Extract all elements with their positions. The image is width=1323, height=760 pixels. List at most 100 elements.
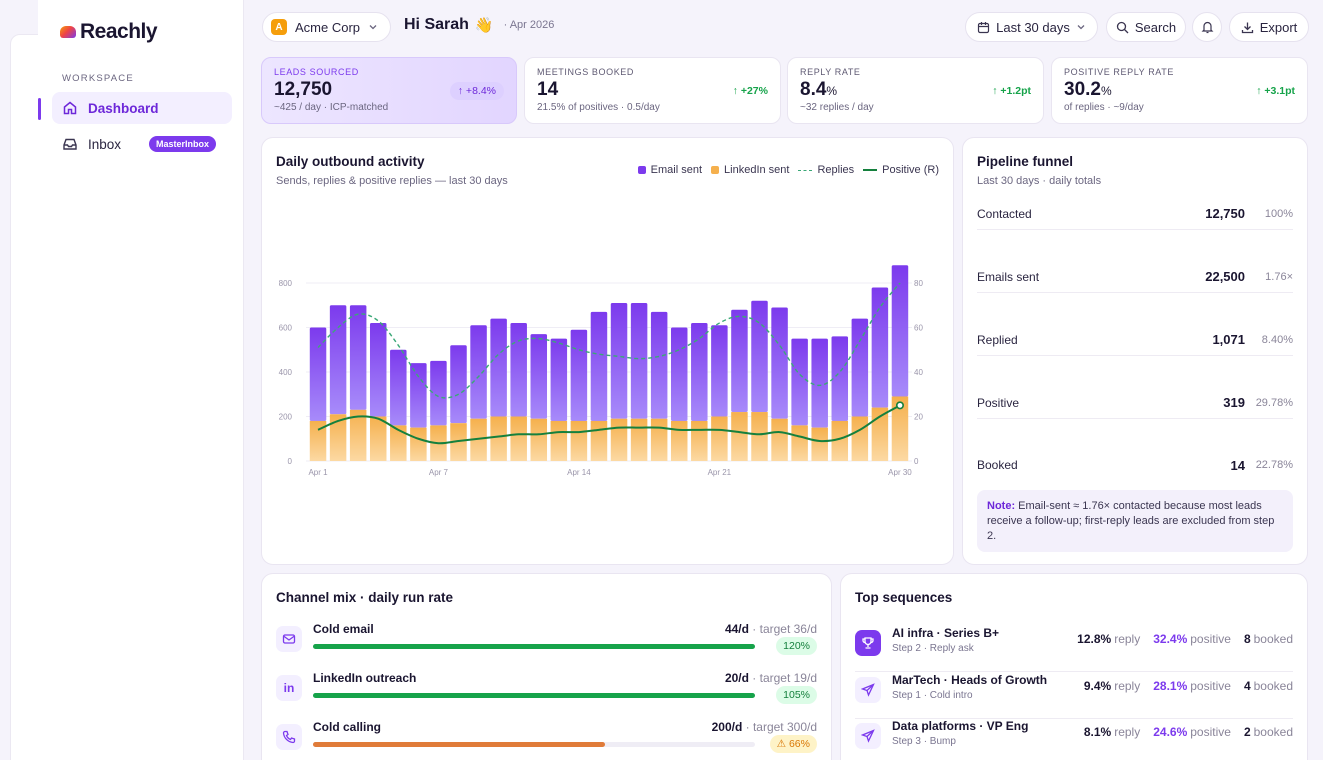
- funnel-subtitle: Last 30 days · daily totals: [977, 175, 1102, 187]
- funnel-card: Pipeline funnel Last 30 days · daily tot…: [962, 137, 1308, 565]
- channel-rate: 20/d · target 19/d: [724, 671, 817, 685]
- funnel-row[interactable]: Replied 1,071 8.40%: [977, 324, 1293, 356]
- kpi-label: MEETINGS BOOKED: [537, 67, 635, 77]
- kpi-leads-sourced[interactable]: LEADS SOURCED 12,750 ~425 / day · ICP-ma…: [261, 57, 517, 124]
- bar-email: [530, 334, 548, 419]
- y-tick-left: 800: [279, 279, 293, 288]
- bar-linkedin: [711, 416, 728, 461]
- legend-linkedin[interactable]: LinkedIn sent: [711, 164, 789, 176]
- sequence-step: Step 2 · Reply ask: [892, 643, 974, 654]
- sidebar: Reachly WORKSPACE Dashboard Inbox Master…: [38, 0, 244, 760]
- x-tick: Apr 30: [888, 468, 912, 477]
- bar-linkedin: [610, 418, 628, 461]
- sequence-row[interactable]: MarTech · Heads of Growth Step 1 · Cold …: [855, 673, 1293, 719]
- legend-replies[interactable]: Replies: [798, 164, 854, 176]
- company-switcher[interactable]: A Acme Corp: [262, 12, 392, 42]
- sequence-row[interactable]: AI infra · Series B+ Step 2 · Reply ask …: [855, 626, 1293, 672]
- search-button[interactable]: Search: [1106, 12, 1186, 42]
- channel-pct-badge: ⚠ 66%: [769, 735, 817, 753]
- kpi-delta: ↑ +1.2pt: [992, 85, 1031, 97]
- sidebar-item-dashboard[interactable]: Dashboard: [52, 92, 232, 124]
- sidebar-item-inbox[interactable]: Inbox MasterInbox: [52, 128, 232, 160]
- channel-row-calling[interactable]: Cold calling 200/d · target 300/d ⚠ 66%: [276, 720, 817, 760]
- bar-email: [550, 338, 568, 421]
- bar-email: [791, 338, 808, 426]
- kpi-value: 30.2%: [1064, 79, 1112, 100]
- bar-email: [490, 318, 507, 417]
- y-tick-left: 0: [288, 457, 293, 466]
- channel-row-email[interactable]: Cold email 44/d · target 36/d 120%: [276, 622, 817, 668]
- note-text: Email-sent ≈ 1.76× contacted because mos…: [987, 500, 1275, 542]
- bar-linkedin: [309, 420, 327, 461]
- notifications-button[interactable]: [1192, 12, 1222, 42]
- masterinbox-badge: MasterInbox: [149, 136, 217, 152]
- kpi-delta: ↑ +27%: [732, 85, 768, 97]
- bar-linkedin: [490, 416, 507, 461]
- bar-email: [590, 311, 608, 421]
- legend-positive[interactable]: Positive (R): [863, 164, 939, 176]
- bell-icon: [1201, 21, 1213, 34]
- download-icon: [1241, 22, 1253, 33]
- funnel-row[interactable]: Booked 14 22.78%: [977, 449, 1293, 481]
- bar-email: [851, 318, 869, 417]
- brand-logo[interactable]: Reachly: [60, 20, 158, 44]
- bar-email: [309, 327, 327, 421]
- funnel-row[interactable]: Emails sent 22,500 1.76×: [977, 261, 1293, 293]
- y-tick-right: 0: [914, 457, 919, 466]
- channel-progress: [313, 742, 755, 747]
- bar-linkedin: [891, 396, 909, 461]
- channel-rate: 200/d · target 300/d: [711, 720, 817, 734]
- bar-email: [349, 305, 367, 410]
- funnel-value: 319: [1223, 395, 1245, 410]
- funnel-row[interactable]: Contacted 12,750 100%: [977, 198, 1293, 230]
- sequence-row[interactable]: Data platforms · VP Eng Step 3 · Bump 8.…: [855, 719, 1293, 760]
- bar-linkedin: [390, 425, 407, 461]
- search-label: Search: [1134, 19, 1177, 35]
- y-tick-right: 40: [914, 368, 923, 377]
- bar-email: [450, 345, 467, 424]
- kpi-meetings-booked[interactable]: MEETINGS BOOKED 14 21.5% of positives · …: [524, 57, 781, 124]
- bar-email: [329, 305, 347, 415]
- bar-email: [570, 329, 588, 421]
- legend-email[interactable]: Email sent: [637, 164, 702, 176]
- bar-email: [390, 349, 407, 426]
- bar-linkedin: [691, 420, 708, 461]
- bar-linkedin: [831, 420, 849, 461]
- bar-linkedin: [510, 416, 527, 461]
- funnel-row[interactable]: Positive 319 29.78%: [977, 387, 1293, 419]
- line-positive: [317, 404, 901, 445]
- greeting: Hi Sarah 👋 · Apr 2026: [404, 16, 554, 34]
- export-label: Export: [1259, 19, 1298, 35]
- export-button[interactable]: Export: [1229, 12, 1309, 42]
- bar-linkedin: [670, 420, 688, 461]
- note-label: Note:: [987, 500, 1016, 512]
- workspace-label: WORKSPACE: [62, 73, 134, 84]
- bar-linkedin: [771, 418, 788, 461]
- bar-linkedin: [630, 418, 648, 461]
- kpi-reply-rate[interactable]: REPLY RATE 8.4% ~32 replies / day ↑ +1.2…: [787, 57, 1044, 124]
- active-indicator: [38, 98, 41, 120]
- sequence-step: Step 1 · Cold intro: [892, 690, 973, 701]
- bar-linkedin: [731, 412, 748, 461]
- funnel-label: Positive: [977, 395, 1020, 410]
- topbar: A Acme Corp Hi Sarah 👋 · Apr 2026 Last 3…: [244, 0, 1323, 56]
- kpi-label: POSITIVE REPLY RATE: [1064, 67, 1174, 77]
- kpi-positive-reply-rate[interactable]: POSITIVE REPLY RATE 30.2% of replies · ~…: [1051, 57, 1308, 124]
- funnel-label: Replied: [977, 332, 1018, 347]
- bar-linkedin: [751, 412, 768, 461]
- chevron-down-icon: [369, 25, 377, 30]
- bar-linkedin: [590, 420, 608, 461]
- channel-name: Cold calling: [313, 720, 382, 734]
- bar-email: [771, 307, 788, 419]
- kpi-value: 14: [537, 79, 559, 100]
- bar-linkedin: [349, 409, 367, 461]
- sidebar-item-label: Dashboard: [88, 100, 159, 116]
- y-tick-left: 400: [279, 368, 293, 377]
- channel-row-linkedin[interactable]: in LinkedIn outreach 20/d · target 19/d …: [276, 671, 817, 717]
- sequence-stats: 9.4% reply 28.1% positive 4 booked: [1083, 679, 1293, 693]
- y-tick-right: 60: [914, 324, 923, 333]
- date-range-select[interactable]: Last 30 days: [965, 12, 1098, 42]
- funnel-pct: 1.76×: [1265, 270, 1293, 283]
- channel-rate: 44/d · target 36/d: [724, 622, 817, 636]
- funnel-label: Contacted: [977, 206, 1032, 221]
